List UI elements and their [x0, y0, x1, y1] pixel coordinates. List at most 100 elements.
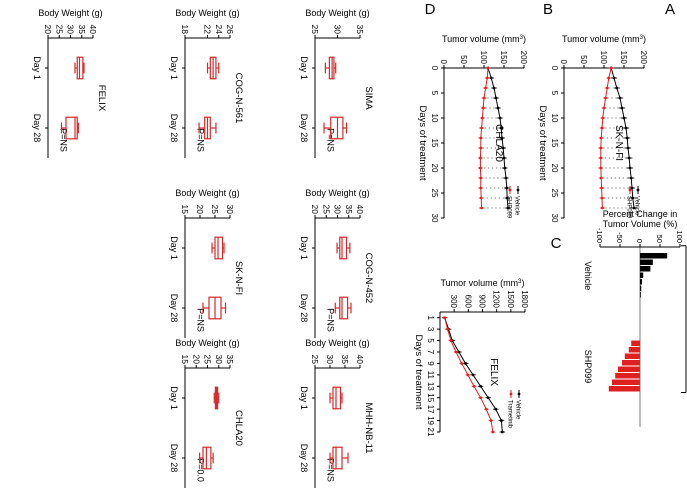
x-tick-label: 15: [426, 393, 435, 402]
chart-title: CHLA20: [493, 124, 504, 162]
y-tick-label: 15: [180, 355, 190, 365]
data-point: [502, 156, 506, 160]
dot-fill: [607, 187, 609, 189]
dot-fill: [617, 167, 619, 169]
y-tick-label: 150: [499, 51, 508, 65]
y-tick-label: 100: [675, 230, 684, 243]
chart-title: FELIX: [96, 85, 107, 112]
y-tick-label: 35: [225, 355, 235, 365]
bar-vehicle: [639, 292, 641, 298]
x-tick-label: 20: [550, 164, 559, 173]
y-tick-label: -50: [615, 232, 624, 243]
panel-a: 0 50 100 150 200 0 5 10 15 20 25 30 Days of treatmen…: [537, 34, 648, 223]
dot-fill: [612, 197, 614, 199]
data-point: [600, 206, 604, 210]
dot-fill: [607, 117, 609, 119]
data-point: [479, 136, 483, 140]
y-axis-label-line2: Tumor Volume (%): [603, 219, 678, 229]
x-tick-label: Day 1: [299, 236, 309, 260]
data-point: [627, 156, 631, 160]
p-value-label: P=NS: [59, 128, 69, 152]
data-point: [504, 176, 508, 180]
dot-fill: [483, 207, 485, 209]
dot-fill: [490, 187, 492, 189]
y-tick-label: 35: [77, 25, 87, 35]
y-tick-label: 200: [519, 51, 528, 65]
legend-label: Trametinib: [507, 400, 513, 429]
dot-fill: [613, 207, 615, 209]
dot-fill: [605, 127, 607, 129]
dot-fill: [622, 177, 624, 179]
x-tick-label: 13: [426, 382, 435, 391]
data-point: [599, 166, 603, 170]
x-tick-label: Day 1: [32, 56, 42, 80]
y-tick-label: 30: [325, 355, 335, 365]
panel-felix-volume: 300 600 900 1200 1500 180013579111315171921Da…: [413, 278, 529, 437]
data-point: [631, 196, 635, 200]
panel-bw-chla20: 15 20 25 30 35 Body Weight (g) CHLA20 P=0.0 Day …: [169, 338, 244, 488]
dot-fill: [604, 197, 606, 199]
x-tick-label: 25: [550, 189, 559, 198]
bar-vehicle: [640, 253, 668, 259]
dot-fill: [494, 187, 496, 189]
dot-fill: [624, 197, 626, 199]
dot-fill: [609, 207, 611, 209]
legend-marker: [509, 392, 513, 396]
y-tick-label: 24: [214, 25, 224, 35]
dot-fill: [622, 137, 624, 139]
x-tick-label: Day 28: [299, 294, 309, 323]
data-point: [626, 146, 630, 150]
bar-shp099: [622, 360, 640, 366]
p-value-label: P=NS: [326, 458, 336, 482]
y-tick-label: 15: [180, 205, 190, 215]
y-tick-label: 25: [321, 205, 331, 215]
y-tick-label: 20: [191, 355, 201, 365]
panel-letter-a: A: [665, 1, 675, 18]
data-point: [481, 106, 485, 110]
y-tick-label: 30: [66, 25, 76, 35]
data-point: [505, 196, 509, 200]
data-point: [492, 86, 496, 90]
x-tick-label: Day 28: [169, 114, 179, 143]
chart-title: MHH-NB-11: [363, 402, 374, 453]
dot-fill: [627, 187, 629, 189]
data-point: [489, 76, 493, 80]
legend-marker: [508, 188, 512, 192]
x-tick-label: 17: [426, 405, 435, 414]
data-point: [620, 106, 624, 110]
dot-fill: [482, 147, 484, 149]
x-tick-label: 25: [430, 189, 439, 198]
bar-shp099: [618, 366, 640, 372]
bar-shp099: [631, 340, 640, 346]
data-point: [599, 146, 603, 150]
dot-fill: [503, 207, 505, 209]
panel-letter-d: D: [425, 1, 436, 18]
bar-shp099: [612, 379, 640, 385]
y-tick-label: 22: [203, 25, 213, 35]
data-point: [484, 407, 488, 411]
data-point: [485, 76, 489, 80]
x-tick-label: 30: [550, 214, 559, 223]
x-tick-label: 0: [430, 66, 439, 71]
y-axis-label: Body Weight (g): [175, 8, 239, 18]
x-tick-label: Day 28: [299, 114, 309, 143]
dot-fill: [489, 107, 491, 109]
data-point: [454, 350, 458, 354]
dot-fill: [611, 117, 613, 119]
chart-title: SK-N-FI: [233, 261, 244, 295]
data-point: [605, 86, 609, 90]
x-tick-label: 20: [430, 164, 439, 173]
x-tick-label: 3: [426, 327, 435, 332]
dot-fill: [623, 187, 625, 189]
dot-fill: [611, 147, 613, 149]
dot-fill: [613, 167, 615, 169]
group-label: Vehicle: [583, 261, 593, 290]
y-axis-label: Body Weight (g): [305, 8, 369, 18]
x-tick-label: Day 28: [169, 294, 179, 323]
dot-fill: [502, 197, 504, 199]
y-axis-label: Body Weight (g): [175, 188, 239, 198]
y-tick-label: 30: [333, 205, 343, 215]
dot-fill: [500, 167, 502, 169]
dot-fill: [617, 107, 619, 109]
data-point: [624, 126, 628, 130]
